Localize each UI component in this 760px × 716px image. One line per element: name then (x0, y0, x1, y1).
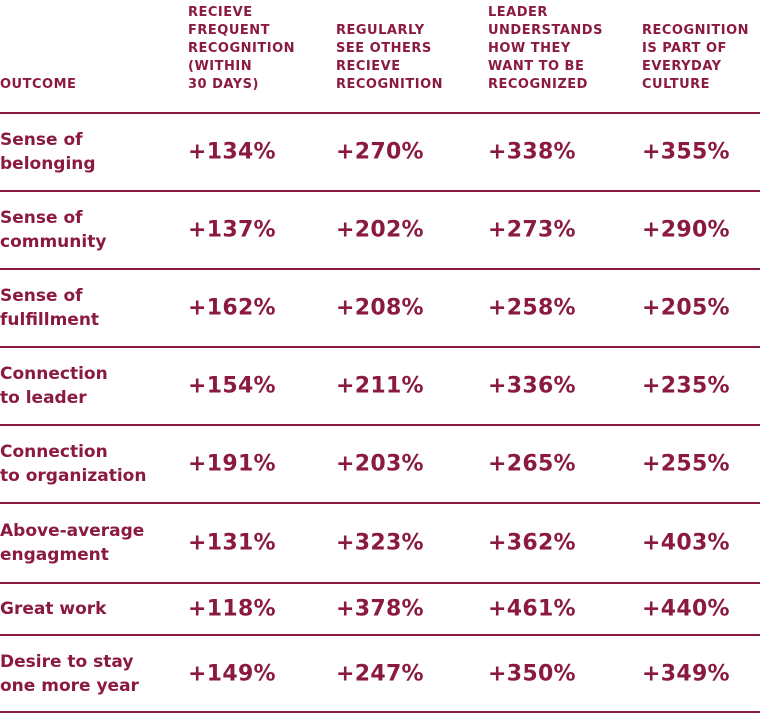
table-row: Connection to leader +154% +211% +336% +235% (0, 346, 760, 424)
value-cell: +336% (488, 373, 576, 399)
row-label: Sense of belonging (0, 130, 96, 174)
value-cell: +273% (488, 217, 576, 243)
value-cell: +362% (488, 530, 576, 556)
value-cell: +338% (488, 139, 576, 165)
row-label: Sense of community (0, 208, 107, 252)
table-row: Sense of belonging +134% +270% +338% +355% (0, 112, 760, 190)
value-cell: +440% (642, 596, 730, 622)
value-cell: +149% (188, 661, 276, 686)
value-cell: +203% (336, 451, 424, 477)
table-header: OUTCOME RECIEVE FREQUENT RECOGNITION (WI… (0, 0, 760, 112)
value-cell: +208% (336, 295, 424, 321)
value-cell: +205% (642, 295, 730, 321)
table-row: Connection to organization +191% +203% +265… (0, 424, 760, 502)
row-label: Connection to leader (0, 364, 108, 408)
table-row: Great work +118% +378% +461% +440% (0, 582, 760, 634)
value-cell: +154% (188, 373, 276, 399)
column-header-outcome: OUTCOME (0, 77, 77, 92)
value-cell: +350% (488, 661, 576, 686)
value-cell: +255% (642, 451, 730, 477)
table-row: Above-average engagment +131% +323% +362% +4… (0, 502, 760, 582)
table-body: Sense of belonging +134% +270% +338% +355% Se… (0, 112, 760, 713)
value-cell: +323% (336, 530, 424, 556)
column-header-see-others-recognized: REGULARLY SEE OTHERS RECIEVE RECOGNITION (336, 23, 444, 92)
column-header-frequent-recognition: RECIEVE FREQUENT RECOGNITION (WITHIN 30 … (188, 5, 296, 92)
value-cell: +191% (188, 451, 276, 477)
row-label: Above-average engagment (0, 521, 145, 565)
value-cell: +134% (188, 139, 276, 165)
value-cell: +349% (642, 661, 730, 686)
value-cell: +202% (336, 217, 424, 243)
value-cell: +258% (488, 295, 576, 321)
value-cell: +378% (336, 596, 424, 622)
value-cell: +211% (336, 373, 424, 399)
column-header-everyday-culture: RECOGNITION IS PART OF EVERYDAY CULTURE (642, 23, 750, 92)
value-cell: +162% (188, 295, 276, 321)
value-cell: +265% (488, 451, 576, 477)
value-cell: +355% (642, 139, 730, 165)
value-cell: +247% (336, 661, 424, 686)
row-label: Desire to stay one more year (0, 651, 139, 696)
row-label: Connection to organization (0, 442, 147, 486)
value-cell: +403% (642, 530, 730, 556)
value-cell: +290% (642, 217, 730, 243)
column-header-leader-understands: LEADER UNDERSTANDS HOW THEY WANT TO BE R… (488, 5, 603, 92)
row-label: Sense of fulfillment (0, 286, 100, 330)
table-row: Desire to stay one more year +149% +247% +3… (0, 634, 760, 713)
value-cell: +235% (642, 373, 730, 399)
table-row: Sense of community +137% +202% +273% +290% (0, 190, 760, 268)
value-cell: +137% (188, 217, 276, 243)
value-cell: +270% (336, 139, 424, 165)
row-label: Great work (0, 599, 107, 619)
value-cell: +461% (488, 596, 576, 622)
table-row: Sense of fulfillment +162% +208% +258% +205% (0, 268, 760, 346)
value-cell: +118% (188, 596, 276, 622)
value-cell: +131% (188, 530, 276, 556)
